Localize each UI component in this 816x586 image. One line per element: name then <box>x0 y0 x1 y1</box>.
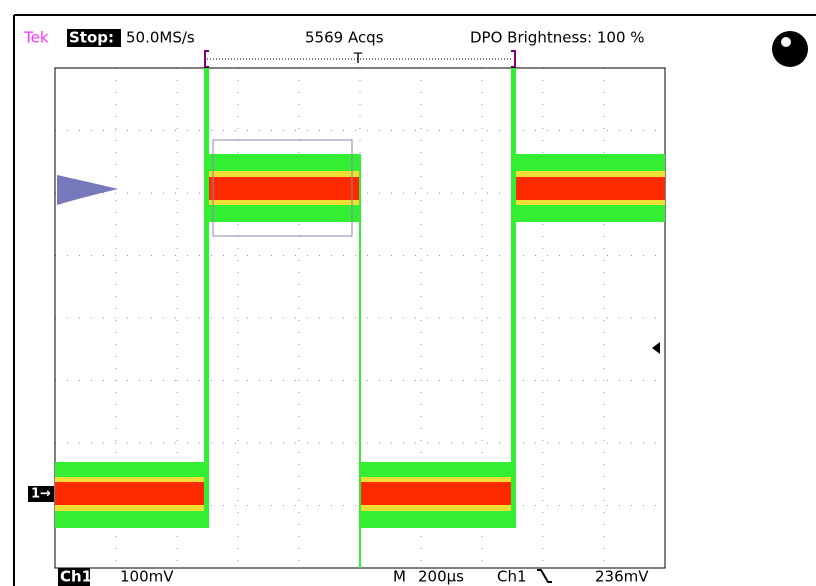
low-peak <box>360 482 515 505</box>
channel: Ch1 <box>60 568 92 586</box>
trigger-slope <box>537 570 552 582</box>
timebase-label: M <box>393 568 406 586</box>
run-indicator <box>772 31 808 67</box>
scale: 100mV <box>120 568 174 586</box>
trigger-marker: T <box>353 51 363 67</box>
trigger-level: 236mV <box>595 568 649 586</box>
trigger-level-marker <box>652 342 660 354</box>
trigger-source: Ch1 <box>497 568 527 586</box>
run-indicator-dot <box>781 37 791 47</box>
histogram <box>57 175 118 205</box>
brightness: DPO Brightness: 100 % <box>470 29 645 47</box>
rising-edge <box>511 68 516 528</box>
state: Stop: <box>69 29 114 47</box>
high-peak <box>513 177 665 200</box>
sample-rate: 50.0MS/s <box>126 29 195 47</box>
channel-marker: 1→ <box>31 487 51 502</box>
rising-edge <box>204 68 209 528</box>
brand: Tek <box>23 29 49 47</box>
falling-edge <box>359 154 361 568</box>
timebase: 200µs <box>418 568 464 586</box>
waveform <box>55 68 665 568</box>
page: Tek Stop: 50.0MS/s 5569 Acqs DPO Brightn… <box>0 0 816 586</box>
high-peak <box>205 177 360 200</box>
scope-screen: Tek Stop: 50.0MS/s 5569 Acqs DPO Brightn… <box>0 0 816 586</box>
low-peak <box>55 482 208 505</box>
acquisitions: 5569 Acqs <box>305 29 384 47</box>
